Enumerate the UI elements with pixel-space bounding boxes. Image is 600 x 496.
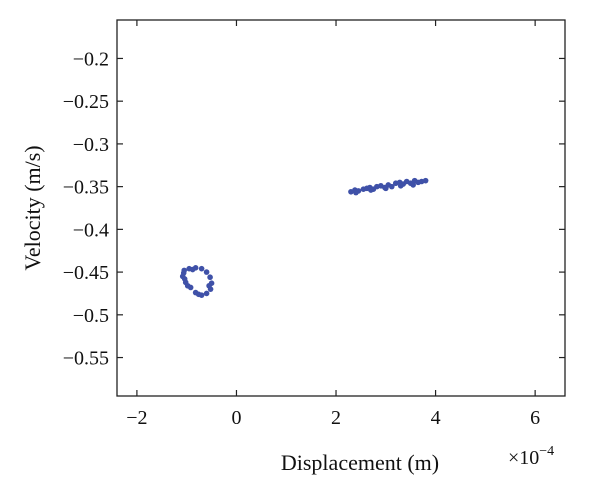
x-tick-label: 0	[231, 407, 241, 429]
data-point	[422, 177, 429, 184]
data-point	[189, 266, 196, 273]
x-scale-exponent: −4	[539, 444, 554, 459]
data-point	[368, 187, 374, 193]
y-tick-label: −0.45	[63, 262, 109, 284]
data-point	[203, 269, 210, 275]
y-tick-label: −0.2	[73, 48, 109, 70]
data-point	[184, 282, 191, 289]
data-point	[181, 276, 188, 282]
data-point	[383, 185, 389, 192]
y-tick-label: −0.4	[73, 219, 109, 241]
x-scale-base: ×10	[508, 447, 539, 469]
data-point	[203, 290, 210, 297]
data-point	[206, 282, 212, 289]
x-axis-label: Displacement (m)	[281, 450, 439, 475]
x-tick-label: −2	[126, 407, 147, 429]
y-tick-label: −0.5	[73, 305, 109, 327]
y-tick-label: −0.3	[73, 134, 109, 156]
data-point	[180, 270, 187, 276]
y-tick-label: −0.55	[63, 348, 109, 370]
data-point	[207, 274, 213, 281]
data-point	[388, 183, 395, 190]
data-point	[353, 189, 359, 196]
x-tick-label: 6	[530, 407, 540, 429]
y-tick-label: −0.35	[63, 177, 109, 199]
data-point	[195, 291, 202, 298]
x-scale-factor: ×10−4	[508, 444, 554, 469]
data-point	[410, 182, 416, 188]
data-point	[198, 265, 205, 272]
data-point	[397, 182, 404, 189]
points-layer	[179, 177, 429, 298]
ticks-layer: −2 0 2 4 6 −0.2 −0.25 −0.3 −0.35 −0.4 −0.45 −0.5 −0.…	[63, 20, 565, 429]
x-tick-label: 4	[431, 407, 441, 429]
y-tick-label: −0.25	[63, 91, 109, 113]
x-tick-label: 2	[331, 407, 341, 429]
y-axis-label: Velocity (m/s)	[20, 145, 45, 270]
plot-frame	[116, 19, 566, 397]
